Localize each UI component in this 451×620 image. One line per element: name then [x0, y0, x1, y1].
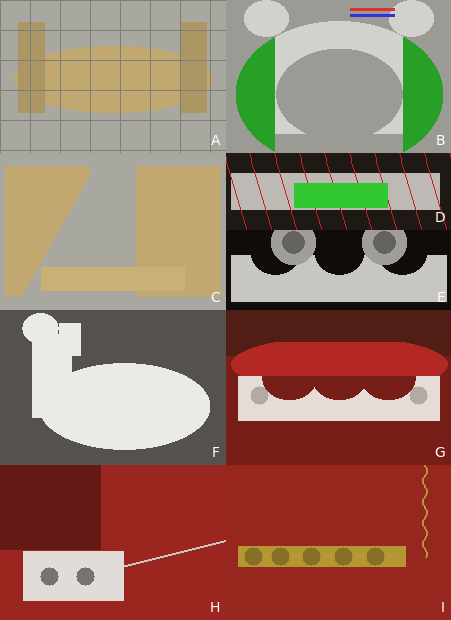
- Text: F: F: [212, 446, 220, 460]
- Text: A: A: [210, 134, 220, 148]
- Text: B: B: [434, 134, 444, 148]
- Text: H: H: [209, 601, 220, 615]
- Text: I: I: [440, 601, 444, 615]
- Text: G: G: [433, 446, 444, 460]
- Text: E: E: [435, 291, 444, 305]
- Text: C: C: [210, 291, 220, 305]
- Text: D: D: [433, 211, 444, 225]
